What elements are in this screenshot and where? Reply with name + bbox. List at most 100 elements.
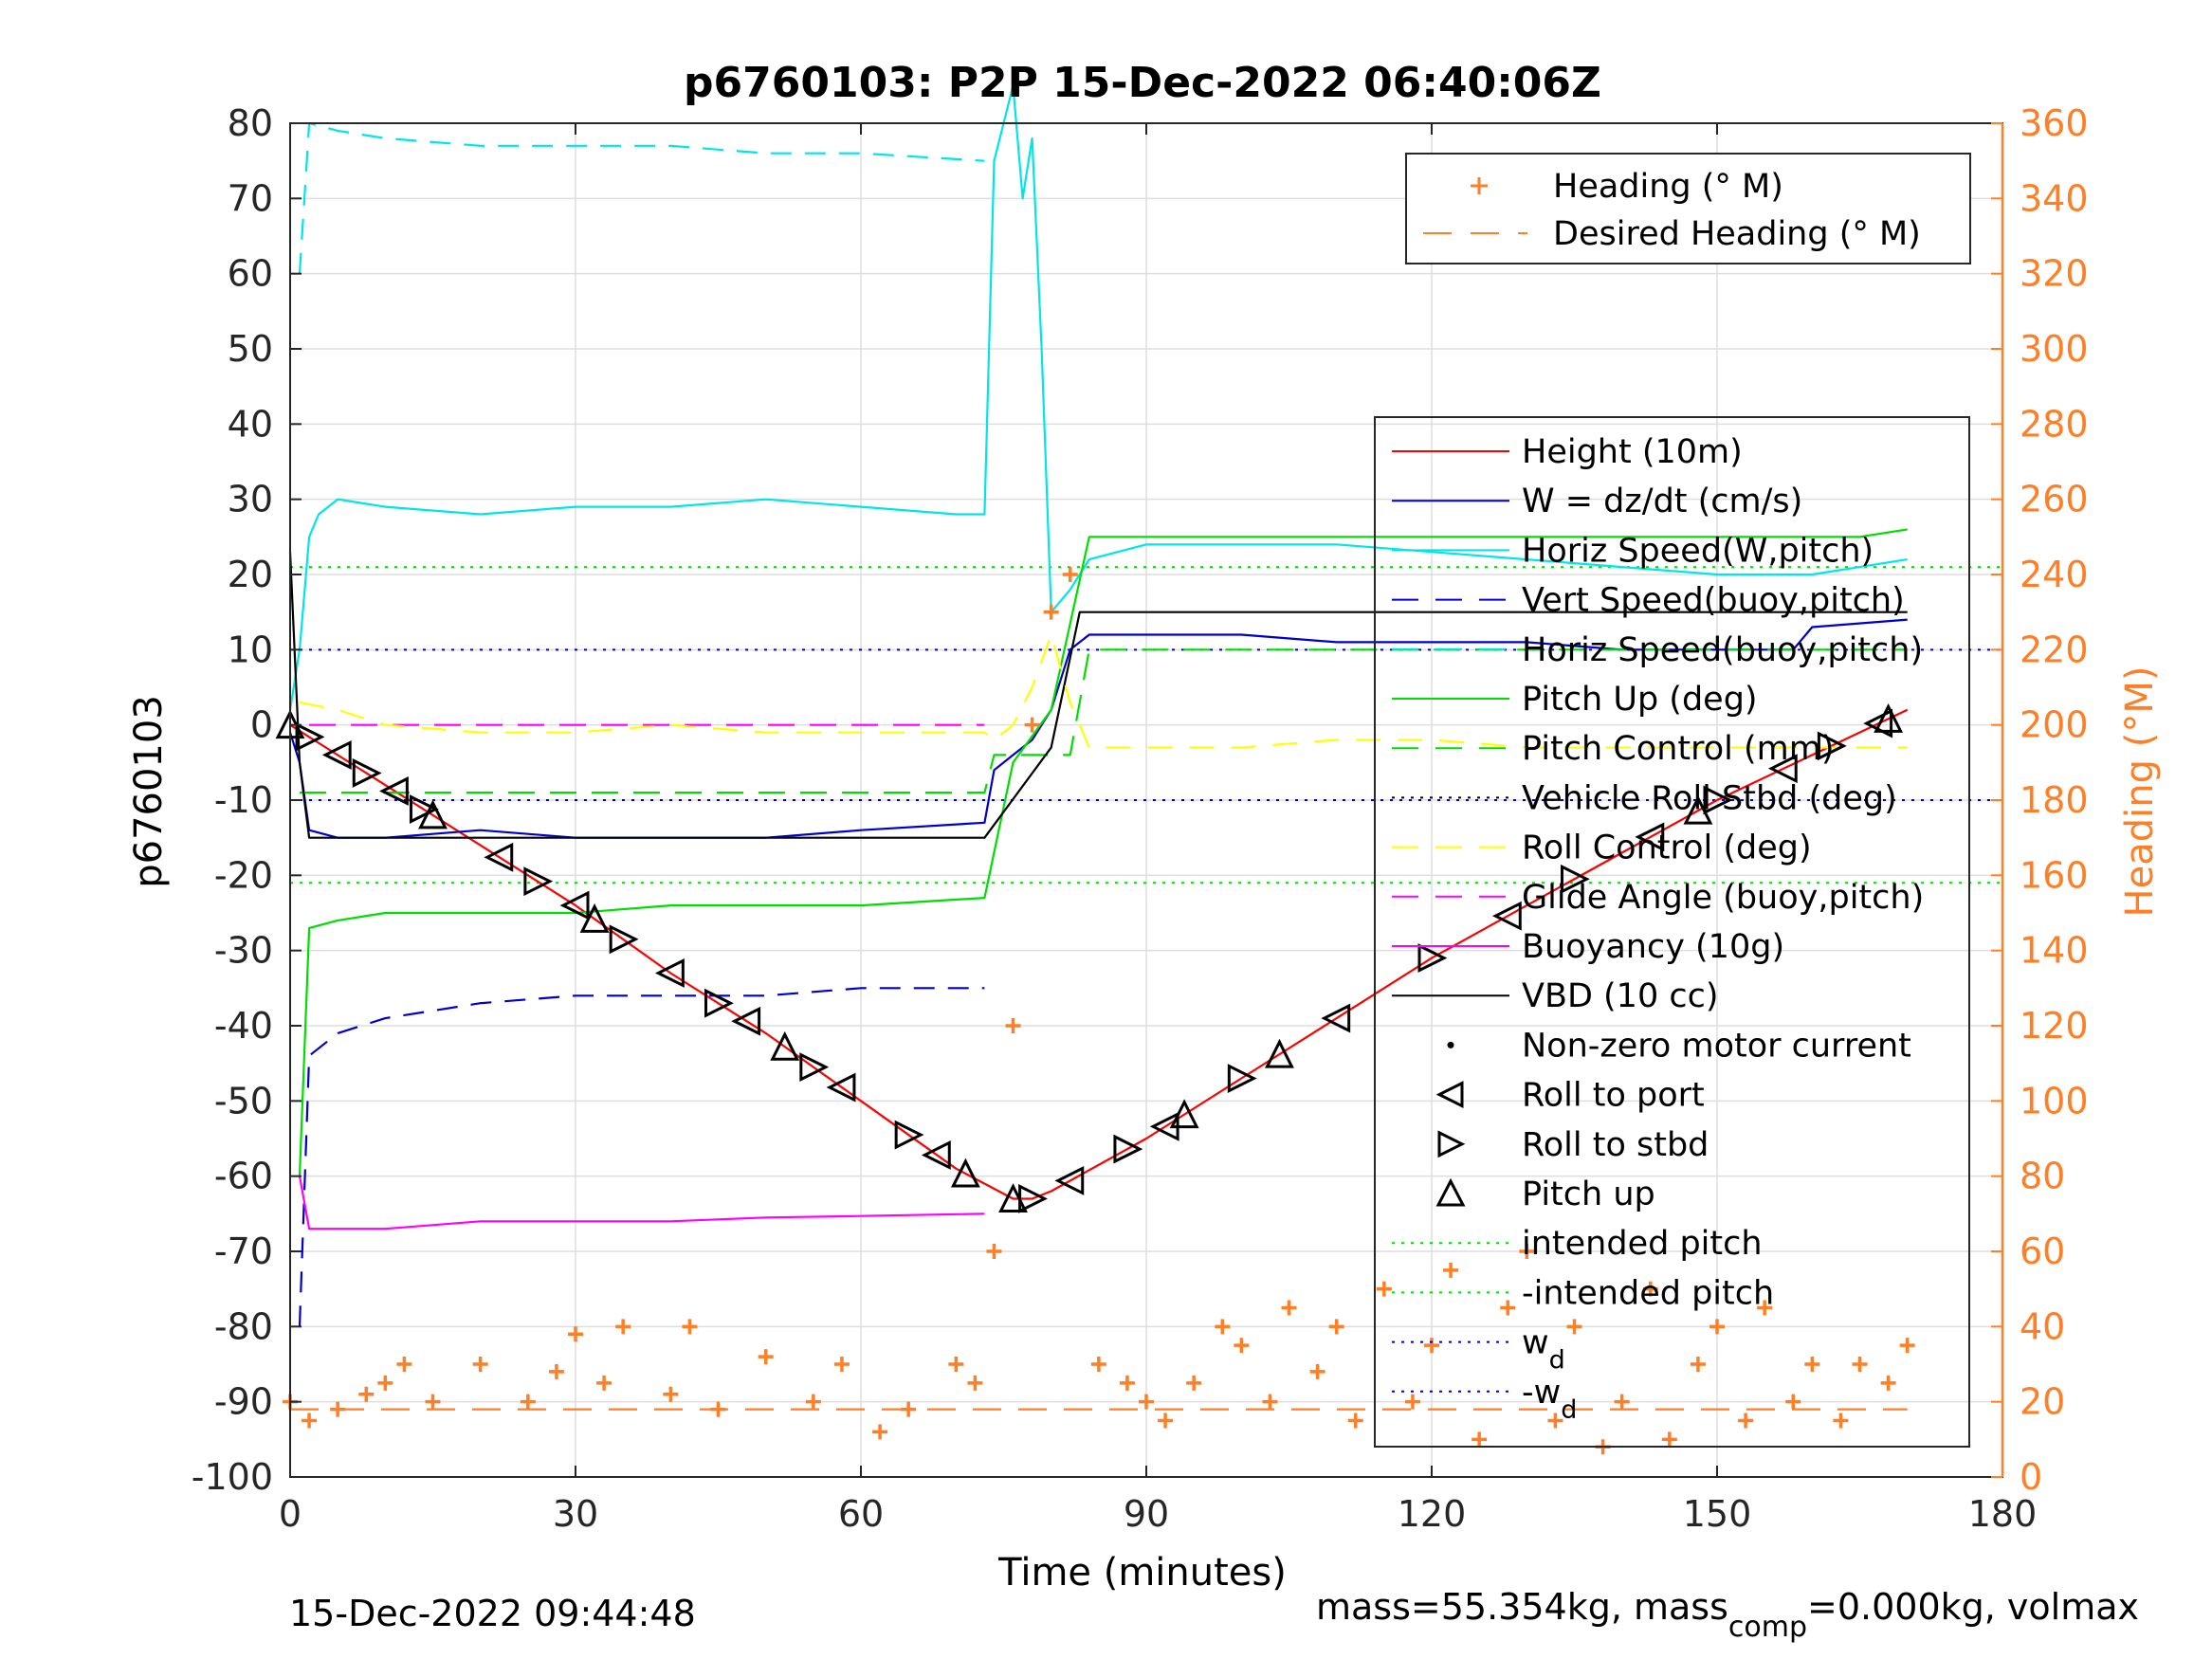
y-left-tick-label: -20 — [214, 854, 273, 896]
series-layer — [283, 84, 2002, 1455]
heading-point — [1062, 567, 1078, 582]
roll-to-stbd-marker — [523, 866, 554, 897]
heading-point — [1757, 1300, 1773, 1316]
legend-main-label: W = dz/dt (cm/s) — [1522, 483, 1802, 520]
x-tick-label: 180 — [1968, 1493, 2038, 1535]
roll-to-stbd-marker — [1817, 731, 1847, 761]
heading-point — [1005, 1018, 1021, 1033]
legend-main-label: Height (10m) — [1522, 433, 1743, 471]
y-left-tick-label: -100 — [192, 1456, 273, 1498]
legend-main-label: Pitch Control (mm) — [1522, 730, 1834, 768]
roll-to-stbd-marker — [1113, 1134, 1143, 1164]
pitch-up-marker — [1265, 1038, 1294, 1068]
legend-heading-swatch — [1471, 177, 1488, 194]
series-height-10m — [289, 708, 1909, 1200]
y-right-tick-label: 300 — [2020, 328, 2089, 370]
y-left-tick-label: -50 — [214, 1080, 273, 1121]
roll-to-stbd-marker — [1417, 943, 1448, 974]
heading-point — [1309, 1363, 1325, 1379]
legend-heading-label: Desired Heading (° M) — [1553, 215, 1921, 253]
heading-point — [1186, 1375, 1202, 1391]
x-tick-label: 150 — [1683, 1493, 1752, 1535]
heading-point — [1519, 1244, 1535, 1259]
heading-point — [1709, 1319, 1725, 1335]
heading-point — [1328, 1319, 1344, 1335]
legend-heading: Heading (° M) Desired Heading (° M) — [1405, 153, 1971, 264]
roll-to-port-marker — [1321, 1003, 1351, 1033]
y-right-tick-label: 200 — [2020, 704, 2089, 746]
x-tick-label: 60 — [838, 1493, 884, 1535]
heading-point — [1642, 1281, 1658, 1297]
y-right-tick-label: 160 — [2020, 854, 2089, 896]
heading-point — [1043, 604, 1059, 620]
heading-point — [986, 1244, 1002, 1259]
series-w-dz-dt-cm-s — [288, 618, 1908, 839]
heading-point — [1804, 1357, 1820, 1372]
heading-point — [1281, 1300, 1297, 1316]
pitch-up-marker — [1169, 1099, 1199, 1129]
heading-point — [1376, 1281, 1392, 1297]
heading-point — [1690, 1357, 1706, 1372]
roll-to-port-marker — [826, 1072, 856, 1103]
series-horiz-speed-buoy-pitch — [298, 121, 985, 274]
roll-to-stbd-marker — [409, 794, 439, 824]
pitch-up-marker — [770, 1030, 800, 1061]
y-right-tick-label: 260 — [2020, 479, 2089, 520]
roll-to-port-marker — [559, 890, 590, 921]
roll-to-port-marker — [1863, 708, 1893, 738]
heading-point — [1347, 1413, 1363, 1429]
series-pitch-control-mm — [300, 648, 1908, 794]
y-right-tick-label: 120 — [2020, 1005, 2089, 1047]
footer-mass: mass=55.354kg, masscomp=0.000kg, volmax — [1316, 1586, 2139, 1644]
heading-point — [1443, 1262, 1459, 1278]
heading-point — [948, 1357, 964, 1372]
legend-main-label: Glide Angle (buoy,pitch) — [1522, 879, 1924, 917]
x-tick-label: 120 — [1398, 1493, 1467, 1535]
heading-point — [1614, 1394, 1630, 1410]
heading-point — [425, 1394, 441, 1410]
heading-point — [548, 1363, 564, 1379]
footer-timestamp: 15-Dec-2022 09:44:48 — [289, 1593, 696, 1634]
roll-to-port-marker — [654, 958, 685, 988]
y-left-tick-label: 50 — [228, 328, 273, 370]
x-tick-label: 90 — [1124, 1493, 1169, 1535]
y-left-tick-label: -90 — [214, 1381, 273, 1423]
pitch-up-marker — [418, 799, 448, 830]
roll-to-port-marker — [731, 1006, 761, 1036]
roll-to-stbd-marker — [894, 1120, 924, 1150]
legend-main-label: Vert Speed(buoy,pitch) — [1522, 582, 1905, 620]
y-axis-left-label: p6760103 — [127, 695, 171, 888]
heading-point — [1234, 1338, 1250, 1354]
y-left-tick-label: -60 — [214, 1156, 273, 1197]
heading-point — [1500, 1300, 1516, 1316]
y-left-tick-label: -10 — [214, 779, 273, 821]
legend-swatch-motor — [1447, 1041, 1454, 1048]
heading-point — [1547, 1413, 1563, 1429]
legend-main-label: intended pitch — [1522, 1225, 1763, 1263]
roll-to-port-marker — [321, 739, 352, 770]
legend-main-label: Roll Control (deg) — [1522, 830, 1812, 867]
y-left-tick-label: 0 — [250, 704, 273, 746]
legend-main-label: Roll to stbd — [1522, 1126, 1709, 1164]
footer-mass-sub: comp — [1728, 1611, 1807, 1644]
roll-to-port-marker — [1635, 822, 1665, 852]
legend-swatch-port — [1435, 1081, 1464, 1109]
roll-to-stbd-marker — [1561, 864, 1590, 894]
x-axis-label: Time (minutes) — [997, 1551, 1287, 1595]
legend-main-label: Non-zero motor current — [1522, 1027, 1911, 1065]
chart-title: p6760103: P2P 15-Dec-2022 06:40:06Z — [684, 59, 1601, 107]
heading-point — [1119, 1375, 1135, 1391]
heading-point — [615, 1319, 631, 1335]
heading-point — [1472, 1431, 1488, 1448]
heading-point — [1566, 1319, 1582, 1335]
pitch-up-marker — [1683, 794, 1713, 825]
legend-swatch-stbd — [1437, 1130, 1466, 1158]
pitch-up-marker — [950, 1158, 980, 1188]
y-left-tick-label: 60 — [228, 253, 273, 295]
heading-point — [1833, 1413, 1849, 1429]
y-left-tick-label: -30 — [214, 930, 273, 972]
heading-point — [1215, 1319, 1231, 1335]
heading-point — [805, 1394, 821, 1410]
heading-point — [1404, 1394, 1420, 1410]
